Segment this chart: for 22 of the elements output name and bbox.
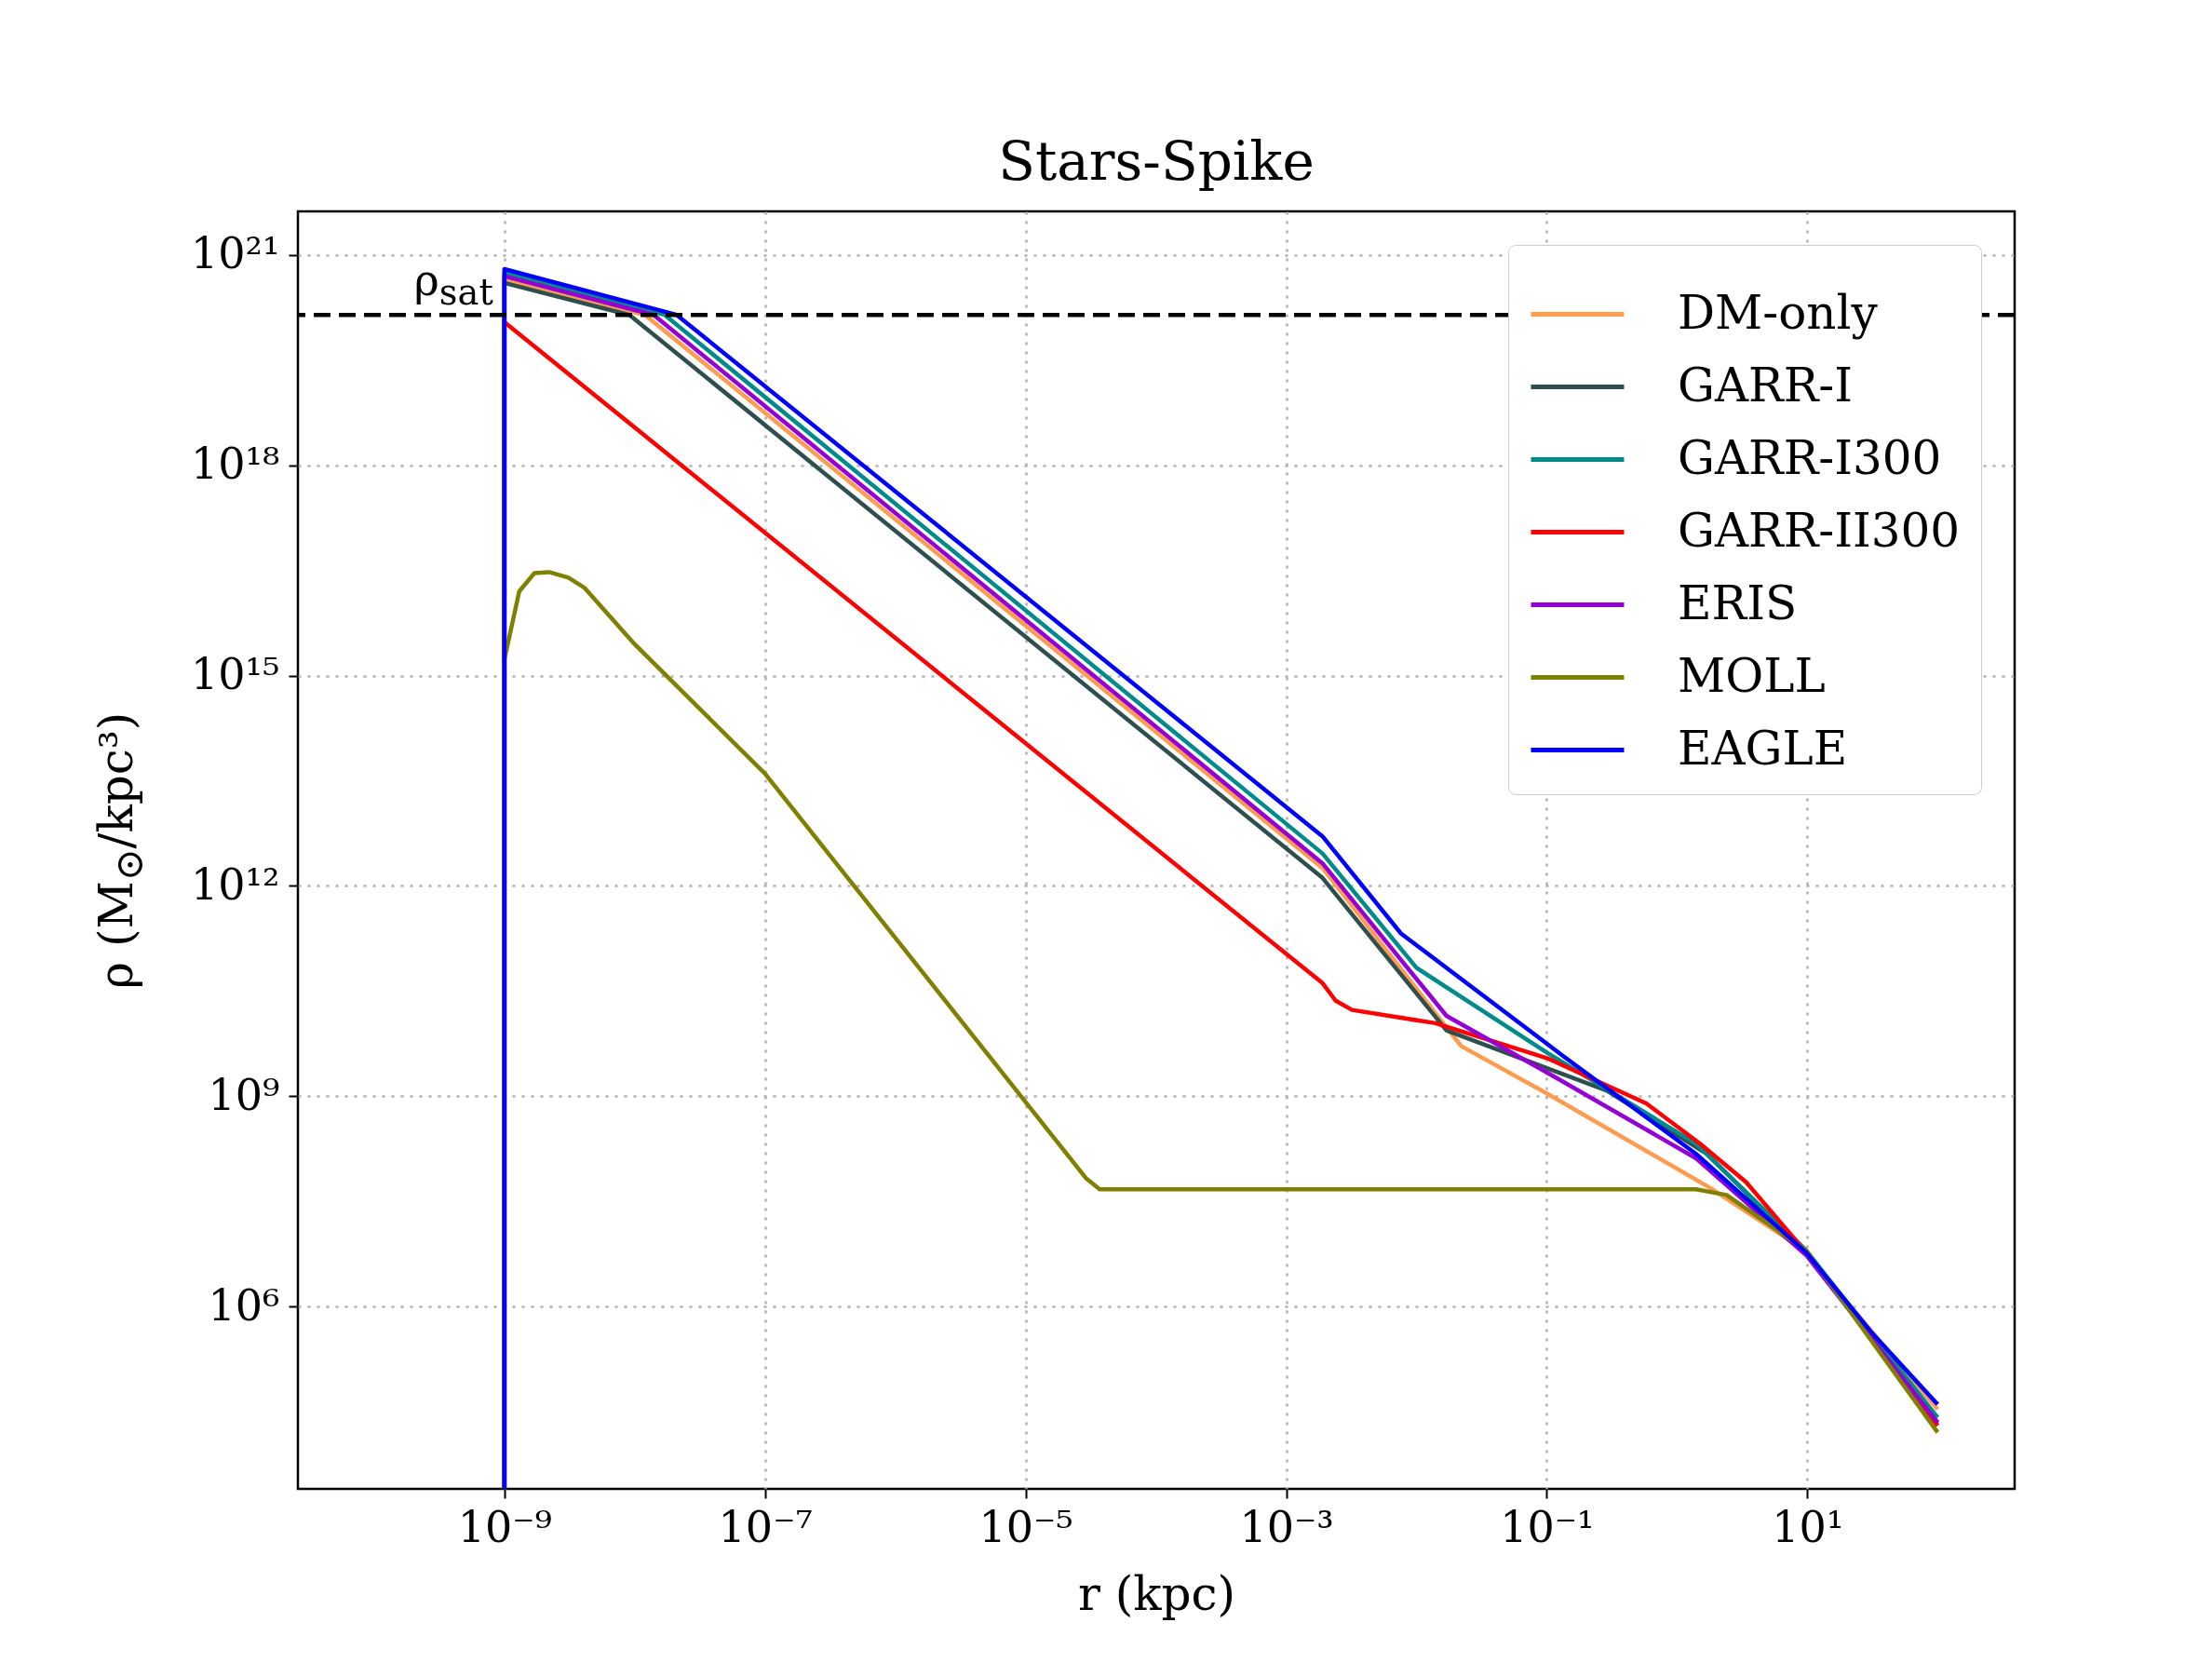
y-tick-label: 10²¹: [191, 228, 280, 279]
x-tick-label: 10⁻¹: [1500, 1501, 1595, 1552]
legend-label: GARR-II300: [1678, 503, 1961, 558]
x-tick-label: 10⁻⁷: [718, 1501, 813, 1552]
x-axis-title: r (kpc): [1077, 1566, 1236, 1621]
x-tick-label: 10¹: [1772, 1501, 1844, 1552]
legend-label: DM-only: [1678, 285, 1879, 340]
y-tick-label: 10⁶: [208, 1279, 280, 1331]
legend-label: GARR-I: [1678, 358, 1853, 412]
legend-label: EAGLE: [1678, 721, 1848, 776]
legend-label: GARR-I300: [1678, 430, 1942, 485]
x-tick-label: 10⁻⁵: [978, 1501, 1073, 1552]
x-tick-label: 10⁻³: [1239, 1501, 1334, 1552]
y-tick-label: 10¹⁸: [191, 439, 280, 490]
legend-label: MOLL: [1678, 648, 1826, 703]
chart-title: Stars-Spike: [998, 129, 1315, 193]
ref-line-label: ρ$_{sat}$: [413, 255, 493, 314]
y-tick-label: 10⁹: [208, 1069, 280, 1120]
y-tick-label: 10¹²: [191, 859, 280, 910]
x-tick-label: 10⁻⁹: [457, 1501, 552, 1552]
legend-label: ERIS: [1678, 575, 1798, 630]
y-tick-label: 10¹⁵: [191, 649, 280, 700]
